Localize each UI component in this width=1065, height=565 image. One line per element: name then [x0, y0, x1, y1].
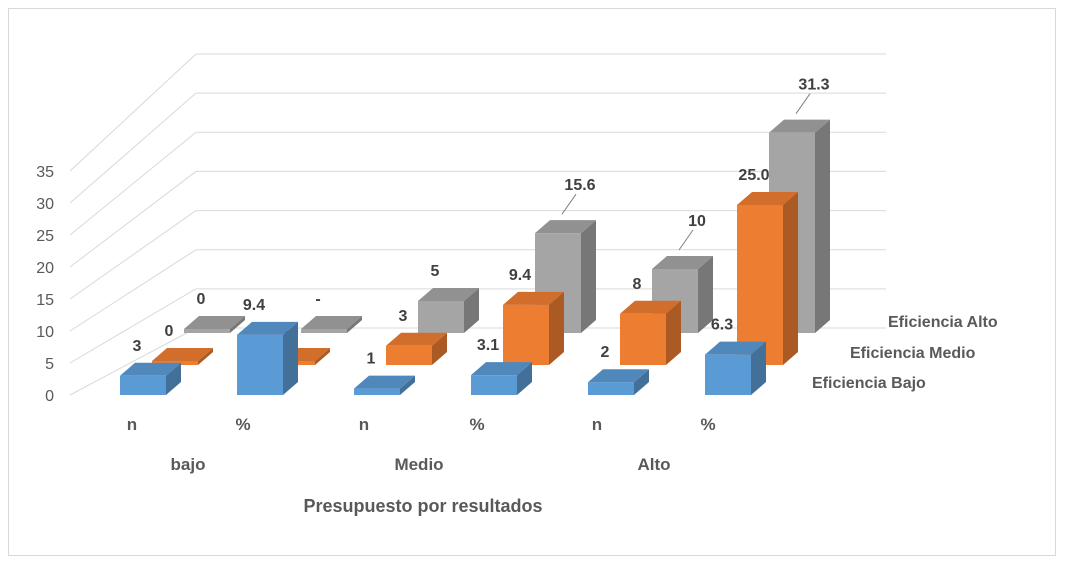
- series-label: Eficiencia Alto: [888, 314, 998, 331]
- bar-1-3: [503, 304, 549, 365]
- bar-side: [166, 362, 181, 395]
- bar-top: [237, 321, 298, 335]
- y-tick-label: 0: [45, 388, 54, 405]
- gridline-side: [69, 249, 197, 332]
- bar-2-0: [184, 329, 230, 333]
- category-label: %: [469, 415, 484, 434]
- y-tick-label: 25: [36, 228, 54, 245]
- chart-frame: [8, 8, 1056, 556]
- data-label: 25.0: [738, 167, 769, 184]
- bar-side: [283, 321, 298, 395]
- bar-side: [581, 220, 596, 333]
- gridline-side: [69, 131, 197, 236]
- bar-side: [464, 288, 479, 333]
- data-label: 3: [133, 338, 142, 355]
- bar-0-3: [471, 375, 517, 395]
- group-label: bajo: [171, 455, 206, 474]
- bar-top: [152, 348, 213, 361]
- bar-2-1: [301, 329, 347, 333]
- y-tick-label: 10: [36, 324, 54, 341]
- series-label: Eficiencia Medio: [850, 345, 976, 362]
- bar-side: [432, 332, 447, 365]
- bar-top: [120, 362, 181, 376]
- gridline-side: [69, 210, 197, 300]
- data-label: 3.1: [477, 337, 499, 354]
- bar-top: [620, 300, 681, 314]
- series-label: Eficiencia Bajo: [812, 375, 926, 392]
- bar-top: [705, 341, 766, 355]
- bar-side: [198, 348, 213, 365]
- data-label: 2: [601, 344, 610, 361]
- data-label: 0: [197, 291, 206, 308]
- bar-2-2: [418, 301, 464, 333]
- bar-side: [666, 300, 681, 365]
- bar-0-2: [354, 388, 400, 395]
- gridline-side: [69, 92, 197, 204]
- bar-top: [535, 220, 596, 234]
- bar-top: [184, 316, 245, 329]
- data-label: 31.3: [798, 77, 829, 94]
- bar-1-2: [386, 345, 432, 365]
- bar-side: [549, 291, 564, 365]
- data-label: 0: [165, 323, 174, 340]
- data-label: 10: [688, 213, 706, 230]
- bar-side: [400, 375, 415, 395]
- leader-line: [795, 93, 811, 114]
- data-label: -: [315, 291, 320, 308]
- bar-side: [634, 369, 649, 395]
- gridline-side: [69, 288, 197, 364]
- bar-top: [301, 316, 362, 329]
- bar-1-4: [620, 313, 666, 365]
- y-tick-label: 20: [36, 260, 54, 277]
- bar-0-4: [588, 382, 634, 395]
- data-label: 9.4: [509, 267, 531, 284]
- category-label: n: [127, 415, 137, 434]
- group-label: Medio: [394, 455, 443, 474]
- data-label: 9.4: [243, 297, 265, 314]
- category-label: %: [700, 415, 715, 434]
- bar-top: [588, 369, 649, 383]
- bar-1-5: [737, 205, 783, 365]
- leader-line: [561, 193, 577, 215]
- bar-top: [471, 362, 532, 376]
- data-label: 5: [431, 263, 440, 280]
- y-tick-label: 5: [45, 356, 54, 373]
- bar-top: [769, 119, 830, 133]
- bar-top: [418, 288, 479, 301]
- leader-line: [678, 229, 694, 251]
- bar-side: [815, 119, 830, 334]
- y-tick-label: 30: [36, 196, 54, 213]
- data-label: 8: [633, 276, 642, 293]
- y-tick-label: 35: [36, 164, 54, 181]
- y-tick-label: 15: [36, 292, 54, 309]
- bar-top: [503, 291, 564, 305]
- gridline-side: [69, 171, 197, 268]
- category-label: %: [235, 415, 250, 434]
- category-label: n: [359, 415, 369, 434]
- bar-top: [386, 332, 447, 346]
- bar-top: [737, 192, 798, 205]
- data-label: 15.6: [564, 177, 595, 194]
- bar-0-1: [237, 334, 283, 395]
- bar-side: [347, 316, 362, 333]
- bar-side: [517, 362, 532, 395]
- bar-side: [783, 192, 798, 365]
- gridline-side: [69, 53, 197, 172]
- bar-0-5: [705, 354, 751, 395]
- bar-side: [315, 348, 330, 365]
- x-axis-title: Presupuesto por resultados: [303, 496, 542, 516]
- category-label: n: [592, 415, 602, 434]
- bar-side: [230, 316, 245, 333]
- bar-0-0: [120, 375, 166, 395]
- bar-top: [354, 375, 415, 389]
- gridline-side: [69, 327, 197, 396]
- bar-side: [698, 256, 713, 333]
- bar-top: [652, 256, 713, 269]
- bar-side: [751, 341, 766, 395]
- data-label: 1: [367, 351, 376, 368]
- data-label: 6.3: [711, 317, 733, 334]
- data-label: 3: [399, 308, 408, 325]
- group-label: Alto: [637, 455, 670, 474]
